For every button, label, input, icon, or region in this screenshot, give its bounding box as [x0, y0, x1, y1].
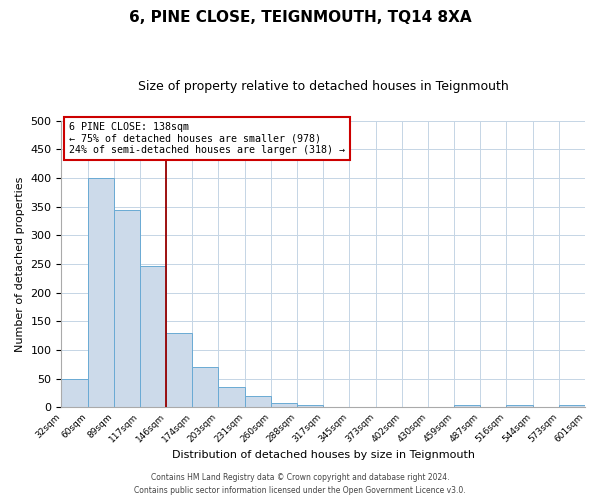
- Bar: [245, 396, 271, 407]
- Bar: [506, 404, 533, 407]
- Bar: [271, 404, 297, 407]
- Bar: [297, 404, 323, 407]
- Text: 6, PINE CLOSE, TEIGNMOUTH, TQ14 8XA: 6, PINE CLOSE, TEIGNMOUTH, TQ14 8XA: [128, 10, 472, 25]
- Text: 6 PINE CLOSE: 138sqm
← 75% of detached houses are smaller (978)
24% of semi-deta: 6 PINE CLOSE: 138sqm ← 75% of detached h…: [69, 122, 345, 156]
- Title: Size of property relative to detached houses in Teignmouth: Size of property relative to detached ho…: [138, 80, 509, 93]
- Bar: [166, 333, 193, 407]
- Bar: [114, 210, 140, 408]
- Bar: [61, 379, 88, 408]
- Bar: [454, 404, 480, 407]
- Bar: [559, 404, 585, 407]
- Bar: [193, 368, 218, 408]
- Y-axis label: Number of detached properties: Number of detached properties: [15, 176, 25, 352]
- Text: Contains HM Land Registry data © Crown copyright and database right 2024.
Contai: Contains HM Land Registry data © Crown c…: [134, 474, 466, 495]
- X-axis label: Distribution of detached houses by size in Teignmouth: Distribution of detached houses by size …: [172, 450, 475, 460]
- Bar: [88, 178, 114, 408]
- Bar: [140, 266, 166, 408]
- Bar: [218, 388, 245, 407]
